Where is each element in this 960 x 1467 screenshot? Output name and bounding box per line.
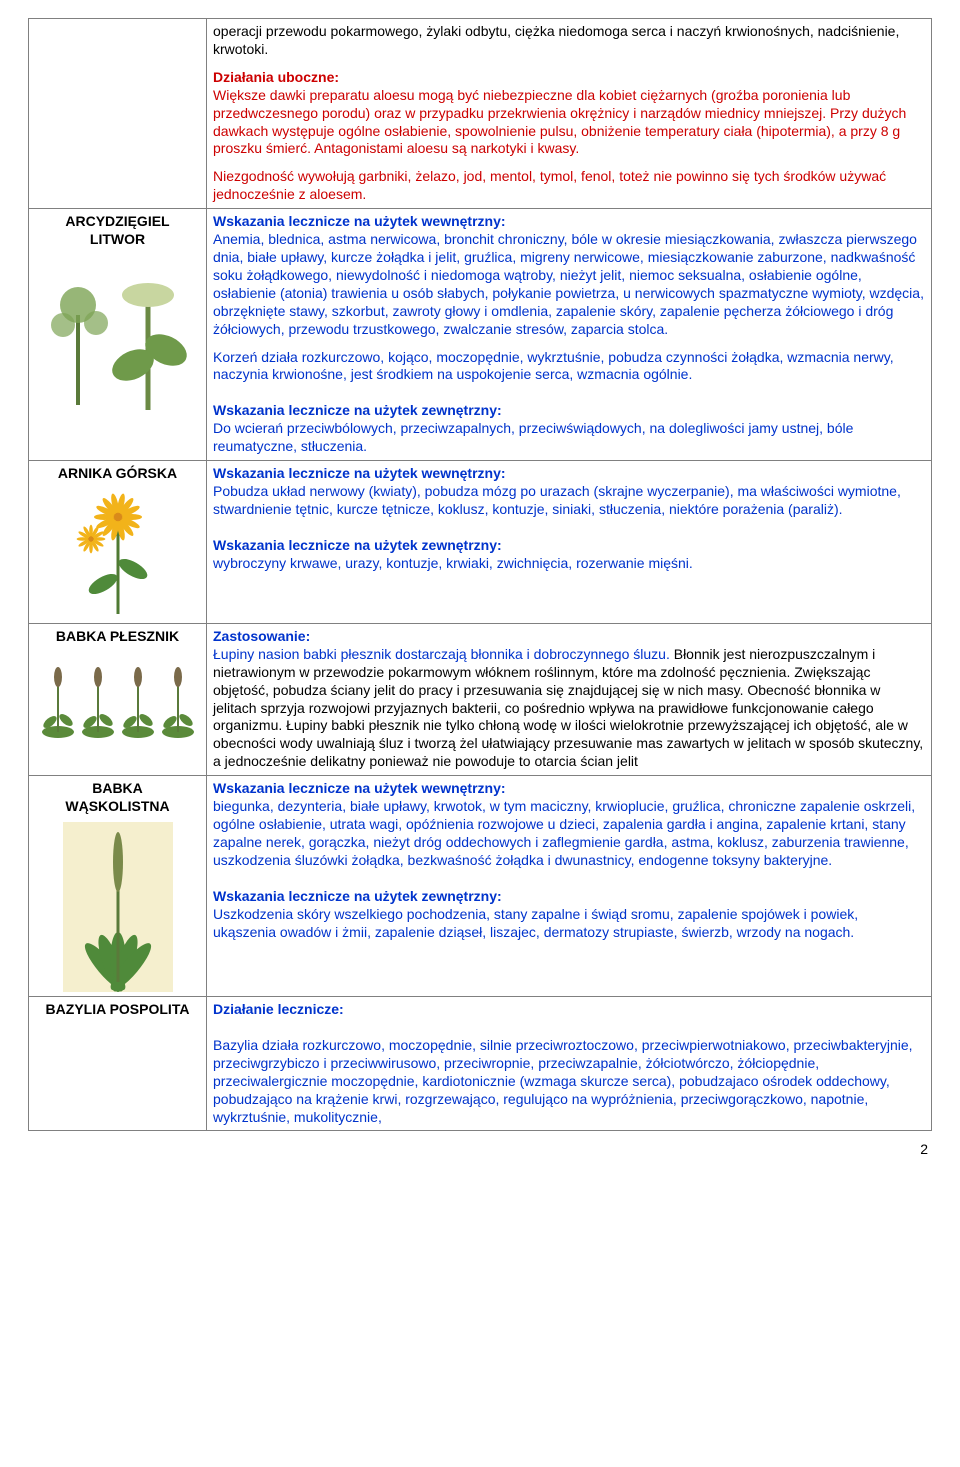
herb-row: BABKAWĄSKOLISTNA Wskazania lecznicze na …	[29, 776, 932, 997]
text-span: Wskazania lecznicze na użytek zewnętrzny…	[213, 888, 502, 904]
text-span: Działanie lecznicze:	[213, 1001, 344, 1017]
text-span: operacji przewodu pokarmowego, żylaki od…	[213, 23, 899, 57]
herb-description-cell: Wskazania lecznicze na użytek wewnętrzny…	[207, 461, 932, 624]
text-span: Bazylia działa rozkurczowo, moczopędnie,…	[213, 1037, 913, 1125]
paragraph: Bazylia działa rozkurczowo, moczopędnie,…	[213, 1037, 925, 1127]
text-span: Korzeń działa rozkurczowo, kojąco, moczo…	[213, 349, 894, 383]
paragraph: operacji przewodu pokarmowego, żylaki od…	[213, 23, 925, 59]
herb-row: BABKA PŁESZNIK	[29, 623, 932, 775]
text-span: Wskazania lecznicze na użytek zewnętrzny…	[213, 537, 502, 553]
paragraph: Niezgodność wywołują garbniki, żelazo, j…	[213, 168, 925, 204]
paragraph: Wskazania lecznicze na użytek wewnętrzny…	[213, 465, 925, 519]
herb-name-cell: ARCYDZIĘGIELLITWOR	[29, 209, 207, 461]
text-span: Łupiny nasion babki płesznik dostarczają…	[213, 646, 674, 662]
text-span: Wskazania lecznicze na użytek wewnętrzny…	[213, 465, 506, 481]
herb-description-cell: operacji przewodu pokarmowego, żylaki od…	[207, 19, 932, 209]
herb-name-cell: ARNIKA GÓRSKA	[29, 461, 207, 624]
herb-name-cell: BABKA PŁESZNIK	[29, 623, 207, 775]
paragraph: Wskazania lecznicze na użytek zewnętrzny…	[213, 402, 925, 456]
herb-row: operacji przewodu pokarmowego, żylaki od…	[29, 19, 932, 209]
page-number: 2	[28, 1141, 932, 1159]
herb-row: ARNIKA GÓRSKA Wskazania lecznicze na uży…	[29, 461, 932, 624]
paragraph: Wskazania lecznicze na użytek zewnętrzny…	[213, 888, 925, 942]
herb-row: BAZYLIA POSPOLITA Działanie lecznicze: Baz…	[29, 997, 932, 1131]
text-span: Uszkodzenia skóry wszelkiego pochodzenia…	[213, 906, 858, 940]
text-span: Do wcierań przeciwbólowych, przeciwzapal…	[213, 420, 853, 454]
herbs-table: operacji przewodu pokarmowego, żylaki od…	[28, 18, 932, 1131]
text-span: wybroczyny krwawe, urazy, kontuzje, krwi…	[213, 555, 693, 571]
herb-illustration	[38, 489, 198, 619]
paragraph: Wskazania lecznicze na użytek zewnętrzny…	[213, 537, 925, 573]
herb-name: ARCYDZIĘGIELLITWOR	[35, 213, 200, 249]
herb-name-cell: BAZYLIA POSPOLITA	[29, 997, 207, 1131]
text-span: Pobudza układ nerwowy (kwiaty), pobudza …	[213, 483, 901, 517]
herb-row: ARCYDZIĘGIELLITWOR Wskazania lecznicze n…	[29, 209, 932, 461]
herb-illustration	[38, 822, 198, 992]
text-span: Błonnik jest nierozpuszczalnym i nietraw…	[213, 646, 923, 769]
text-span: Wskazania lecznicze na użytek wewnętrzny…	[213, 213, 506, 229]
text-span: Wskazania lecznicze na użytek zewnętrzny…	[213, 402, 502, 418]
herb-name: BABKA PŁESZNIK	[35, 628, 200, 646]
paragraph: Wskazania lecznicze na użytek wewnętrzny…	[213, 780, 925, 870]
text-span: Większe dawki preparatu aloesu mogą być …	[213, 87, 906, 157]
paragraph: Działanie lecznicze:	[213, 1001, 925, 1019]
paragraph: Korzeń działa rozkurczowo, kojąco, moczo…	[213, 349, 925, 385]
herb-illustration	[38, 255, 198, 415]
herb-name: BABKAWĄSKOLISTNA	[35, 780, 200, 816]
herb-name-cell	[29, 19, 207, 209]
text-span: biegunka, dezynteria, białe upławy, krwo…	[213, 798, 915, 868]
text-span: Niezgodność wywołują garbniki, żelazo, j…	[213, 168, 886, 202]
paragraph: Wskazania lecznicze na użytek wewnętrzny…	[213, 213, 925, 338]
text-span: Wskazania lecznicze na użytek wewnętrzny…	[213, 780, 506, 796]
text-span: Zastosowanie:	[213, 628, 310, 644]
herb-name: ARNIKA GÓRSKA	[35, 465, 200, 483]
herb-illustration	[38, 652, 198, 742]
herb-description-cell: Działanie lecznicze: Bazylia działa rozku…	[207, 997, 932, 1131]
herb-name: BAZYLIA POSPOLITA	[35, 1001, 200, 1019]
text-span: Działania uboczne:	[213, 69, 339, 85]
herb-name-cell: BABKAWĄSKOLISTNA	[29, 776, 207, 997]
herb-description-cell: Wskazania lecznicze na użytek wewnętrzny…	[207, 776, 932, 997]
paragraph: Działania uboczne: Większe dawki preparat…	[213, 69, 925, 159]
herb-description-cell: Zastosowanie: Łupiny nasion babki płeszni…	[207, 623, 932, 775]
paragraph: Zastosowanie: Łupiny nasion babki płeszni…	[213, 628, 925, 771]
text-span: Anemia, blednica, astma nerwicowa, bronc…	[213, 231, 924, 337]
herb-description-cell: Wskazania lecznicze na użytek wewnętrzny…	[207, 209, 932, 461]
